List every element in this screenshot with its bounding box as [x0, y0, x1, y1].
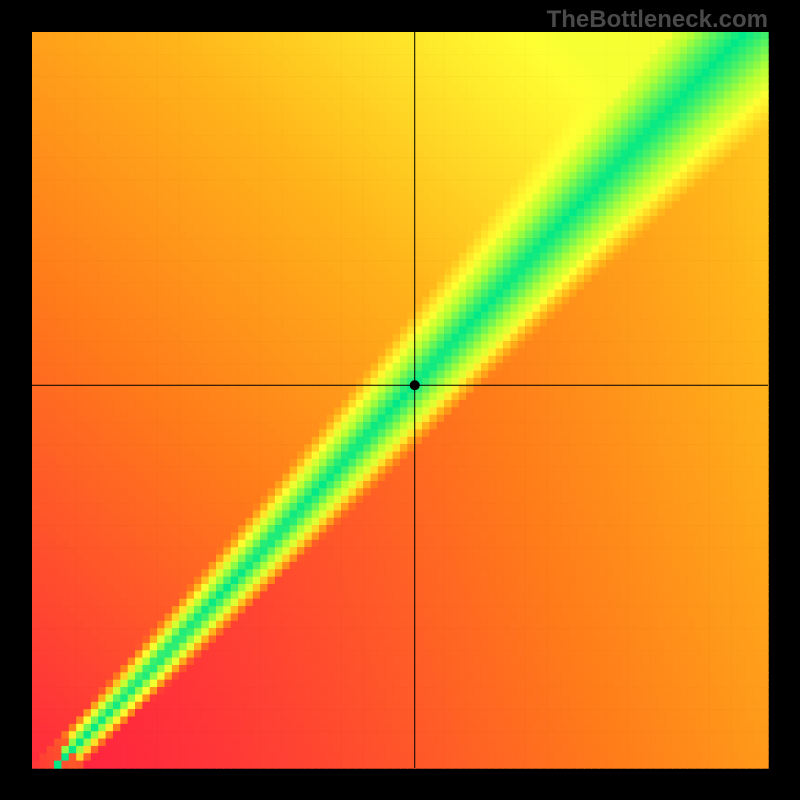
watermark-label: TheBottleneck.com — [547, 6, 768, 34]
bottleneck-heatmap — [0, 0, 800, 800]
chart-frame: TheBottleneck.com — [0, 0, 800, 800]
